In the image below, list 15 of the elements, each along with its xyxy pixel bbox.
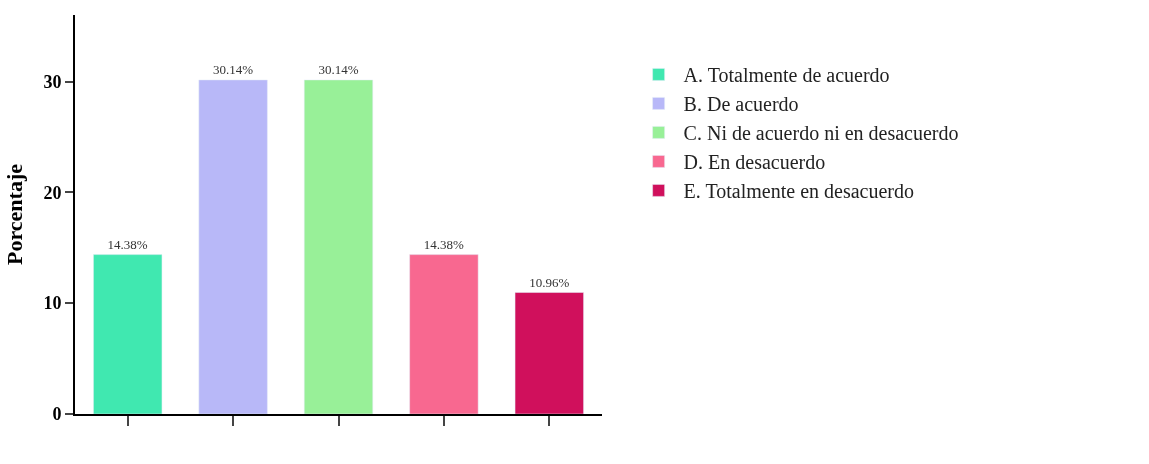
legend-label: A. Totalmente de acuerdo	[683, 64, 890, 87]
legend-label: D. En desacuerdo	[683, 151, 826, 174]
y-tick-label: 30	[43, 71, 62, 92]
legend-label: B. De acuerdo	[683, 93, 799, 116]
y-axis-title: Porcentaje	[1, 163, 27, 265]
data-label: 10.96%	[529, 274, 570, 290]
data-label: 30.14%	[212, 61, 254, 77]
legend-label: E. Totalmente en desacuerdo	[683, 180, 914, 203]
data-label: 30.14%	[318, 61, 359, 77]
y-tick-label: 0	[52, 404, 62, 425]
data-label: 14.38%	[107, 236, 148, 252]
y-tick-label: 10	[43, 293, 62, 314]
y-tick-label: 20	[43, 182, 62, 203]
data-label: 14.38%	[423, 236, 465, 252]
legend-label: C. Ni de acuerdo ni en desacuerdo	[683, 122, 959, 145]
